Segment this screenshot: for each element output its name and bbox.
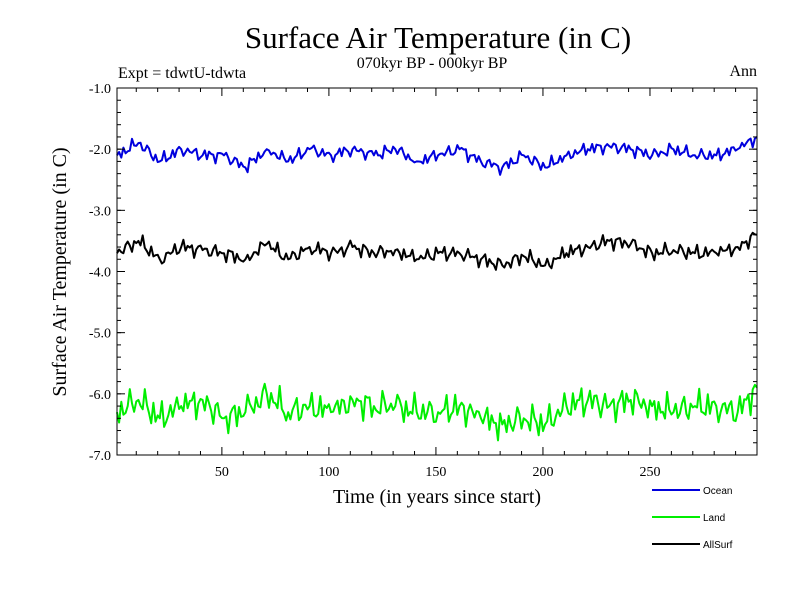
chart-title: Surface Air Temperature (in C) <box>245 20 631 55</box>
season-label: Ann <box>729 63 757 80</box>
y-tick-label: -2.0 <box>89 143 111 158</box>
y-tick-label: -7.0 <box>89 449 111 464</box>
series-line-allsurf <box>116 231 758 271</box>
legend: Ocean Land AllSurf <box>652 486 733 551</box>
legend-label-ocean: Ocean <box>703 486 732 497</box>
x-tick-label: 200 <box>532 465 553 480</box>
legend-label-allsurf: AllSurf <box>703 540 733 551</box>
y-tick-label: -6.0 <box>89 388 111 403</box>
series-line-ocean <box>116 136 758 176</box>
legend-label-land: Land <box>703 513 725 524</box>
x-tick-label: 250 <box>639 465 660 480</box>
y-axis-label: Surface Air Temperature (in C) <box>49 147 71 396</box>
x-tick-label: 100 <box>318 465 339 480</box>
series-layer <box>116 136 758 442</box>
x-axis-label: Time (in years since start) <box>333 486 541 508</box>
series-line-land <box>116 382 758 442</box>
plot-frame <box>116 87 758 456</box>
y-tick-label: -5.0 <box>89 327 111 342</box>
chart-subtitle: 070kyr BP - 000kyr BP <box>357 55 508 72</box>
axes-layer: -1.0 -2.0 -3.0 -4.0 -5.0 -6.0 -7.0 50 100 150 200 2… <box>89 82 758 480</box>
experiment-label: Expt = tdwtU-tdwta <box>118 65 246 82</box>
y-tick-label: -3.0 <box>89 204 111 219</box>
y-tick-label: -1.0 <box>89 82 111 97</box>
y-tick-label: -4.0 <box>89 266 111 281</box>
x-tick-label: 50 <box>215 465 229 480</box>
x-tick-label: 150 <box>425 465 446 480</box>
